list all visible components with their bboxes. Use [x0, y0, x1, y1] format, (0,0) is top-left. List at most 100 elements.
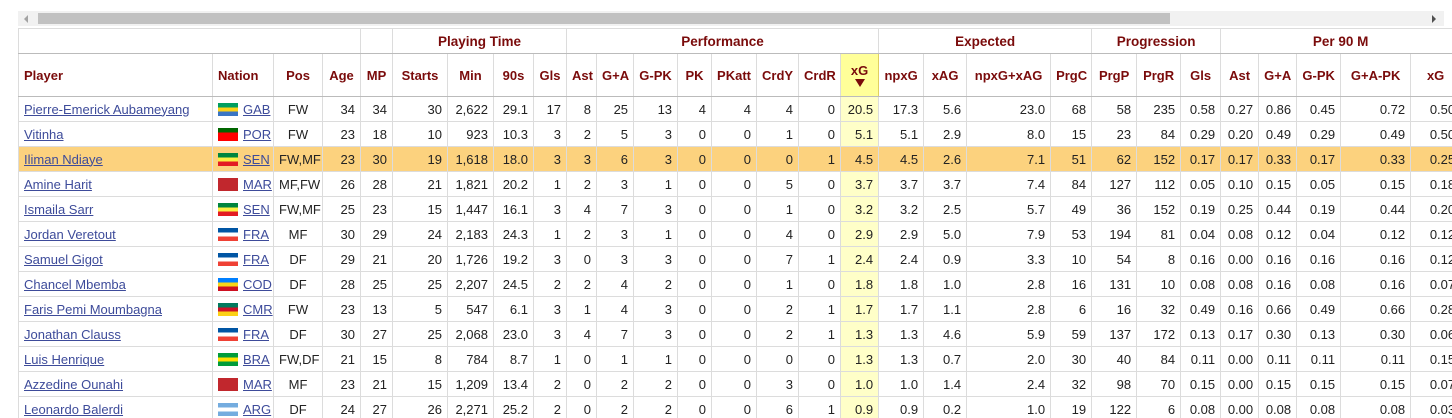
column-header[interactable]: G+A [1258, 53, 1298, 97]
column-header[interactable]: CrdY [756, 53, 800, 97]
column-header[interactable]: PK [677, 53, 713, 97]
column-header[interactable]: MP [360, 53, 393, 97]
column-header[interactable]: Starts [392, 53, 448, 97]
horizontal-scrollbar[interactable] [18, 11, 1444, 26]
cell: 0.9 [878, 396, 925, 418]
column-header[interactable]: npxG [878, 53, 925, 97]
cell-text: 0.2 [943, 401, 962, 417]
player-link[interactable]: Iliman Ndiaye [24, 151, 103, 167]
player-link[interactable]: Luis Henrique [24, 351, 105, 367]
cell-text: 0 [698, 226, 707, 242]
column-header[interactable]: Player [18, 53, 213, 97]
cell-text: 1.8 [855, 276, 874, 292]
player-link[interactable]: Vitinha [24, 126, 64, 142]
column-header[interactable]: xG [840, 53, 880, 97]
player-link[interactable]: Azzedine Ounahi [24, 376, 124, 392]
cell: 0.07 [1410, 371, 1452, 397]
column-header[interactable]: Age [322, 53, 361, 97]
column-header[interactable]: Gls [532, 53, 568, 97]
nation-link[interactable]: POR [243, 126, 272, 142]
cell-text: 2.8 [1027, 276, 1046, 292]
cell: 1.3 [878, 321, 925, 347]
cell: 0.66 [1340, 296, 1412, 322]
cell: SEN [212, 196, 274, 222]
player-link[interactable]: Samuel Gigot [24, 251, 103, 267]
nation-link[interactable]: MAR [243, 376, 272, 392]
nation-link[interactable]: BRA [243, 351, 270, 367]
column-header[interactable]: Min [447, 53, 494, 97]
column-header[interactable]: CrdR [798, 53, 842, 97]
flag-icon [218, 202, 238, 216]
nation-link[interactable]: FRA [243, 251, 269, 267]
cell: 4 [596, 271, 635, 297]
scroll-thumb[interactable] [38, 13, 1170, 24]
column-header[interactable]: G-PK [1296, 53, 1342, 97]
column-header[interactable]: xAG [923, 53, 968, 97]
cell: 0 [711, 321, 758, 347]
player-link[interactable]: Faris Pemi Moumbagna [24, 301, 162, 317]
cell: 19 [392, 146, 448, 172]
cell: FRA [212, 246, 274, 272]
column-header[interactable]: Pos [273, 53, 323, 97]
column-header[interactable]: xG [1410, 53, 1452, 97]
cell: 1 [532, 171, 568, 197]
cell: Faris Pemi Moumbagna [18, 296, 213, 322]
player-link[interactable]: Leonardo Balerdi [24, 401, 124, 417]
column-header[interactable]: PrgP [1091, 53, 1138, 97]
column-header-label: npxG [884, 67, 918, 83]
scroll-right-arrow[interactable] [1432, 15, 1436, 23]
column-header[interactable]: PrgC [1050, 53, 1093, 97]
nation-link[interactable]: CMR [243, 301, 273, 317]
cell-text: 36 [1116, 201, 1132, 217]
nation-link[interactable]: SEN [243, 201, 270, 217]
cell: 0.04 [1180, 221, 1222, 247]
cell-text: 3 [553, 301, 562, 317]
player-link[interactable]: Ismaila Sarr [24, 201, 94, 217]
column-header[interactable]: G+A-PK [1340, 53, 1412, 97]
column-header[interactable]: Ast [1220, 53, 1260, 97]
cell-text: 20 [427, 251, 442, 267]
column-header[interactable]: PrgR [1136, 53, 1182, 97]
column-header[interactable]: 90s [493, 53, 534, 97]
cell: 2.4 [878, 246, 925, 272]
column-header[interactable]: Nation [212, 53, 274, 97]
nation-link[interactable]: MAR [243, 176, 272, 192]
cell: 34 [322, 96, 361, 122]
cell: 0.08 [1220, 271, 1260, 297]
player-link[interactable]: Jordan Veretout [24, 226, 116, 242]
cell-text: 0 [743, 251, 752, 267]
nation-link[interactable]: COD [243, 276, 272, 292]
cell: DF [273, 396, 323, 418]
column-header[interactable]: Ast [566, 53, 598, 97]
player-link[interactable]: Jonathan Clauss [24, 326, 121, 342]
nation-link[interactable]: ARG [243, 401, 272, 417]
cell-text: 13 [372, 301, 387, 317]
cell-text: 0.00 [1227, 251, 1254, 267]
player-link[interactable]: Chancel Mbemba [24, 276, 126, 292]
player-link[interactable]: Amine Harit [24, 176, 92, 192]
cell: 152 [1136, 146, 1182, 172]
nation-link[interactable]: SEN [243, 151, 270, 167]
column-header[interactable]: PKatt [711, 53, 758, 97]
cell: CMR [212, 296, 274, 322]
cell: Luis Henrique [18, 346, 213, 372]
cell-text: 23 [372, 201, 387, 217]
nation-link[interactable]: FRA [243, 326, 269, 342]
cell-text: 34 [372, 101, 387, 117]
column-header[interactable]: G-PK [633, 53, 679, 97]
player-link[interactable]: Pierre-Emerick Aubameyang [24, 101, 190, 117]
cell: 2 [596, 396, 635, 418]
cell: 0.03 [1410, 396, 1452, 418]
nation-link[interactable]: FRA [243, 226, 269, 242]
column-header[interactable]: G+A [596, 53, 635, 97]
nation-link[interactable]: GAB [243, 101, 271, 117]
column-header[interactable]: Gls [1180, 53, 1222, 97]
cell: 34 [360, 96, 393, 122]
cell: 0 [756, 346, 800, 372]
column-header[interactable]: npxG+xAG [966, 53, 1052, 97]
cell-text: 3.2 [855, 201, 874, 217]
cell: 1 [633, 346, 679, 372]
cell-text: 27 [372, 401, 387, 417]
cell-text: 235 [1153, 101, 1176, 117]
scroll-left-arrow[interactable] [24, 15, 28, 23]
